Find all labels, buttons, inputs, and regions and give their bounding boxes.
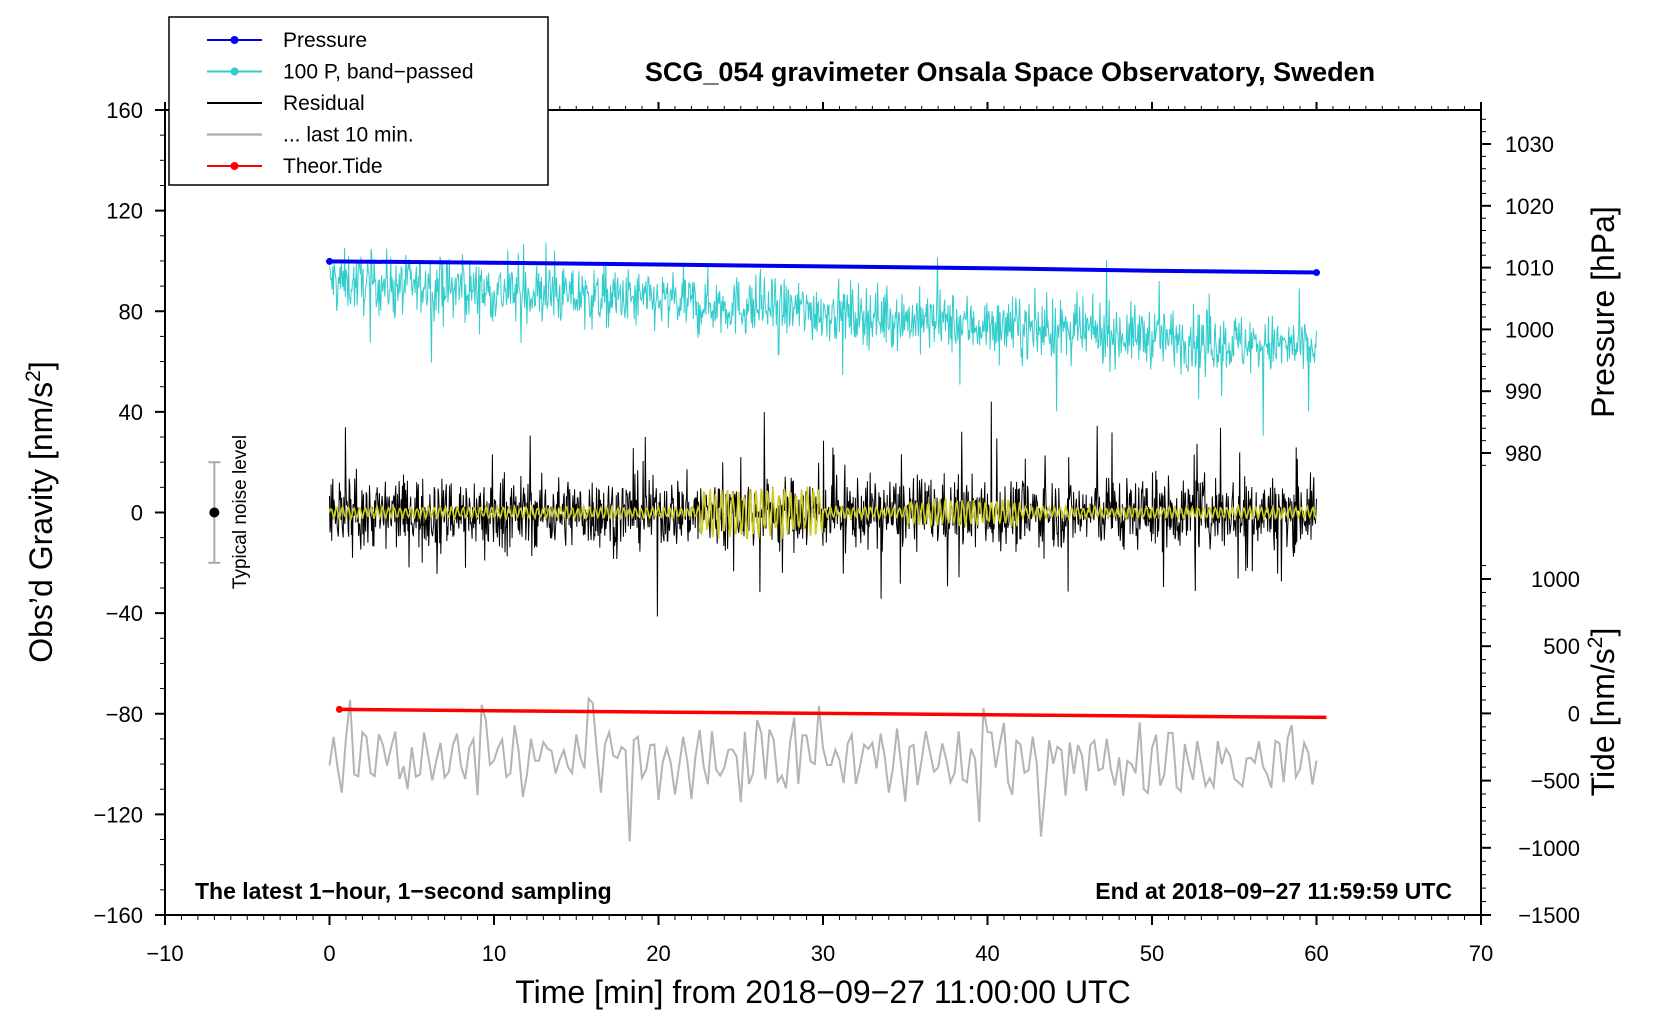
- series-theoretical-tide: [339, 707, 1327, 720]
- ticks-layer: −10 0 10 20 30 40 50 60 70−160−120−80−4004080120…: [93, 98, 1580, 966]
- series-band-passed-pressure: [329, 242, 1317, 436]
- y-tick-label: 80: [119, 299, 143, 324]
- legend-label: ... last 10 min.: [283, 124, 414, 147]
- annotation-sampling: The latest 1−hour, 1−second sampling: [195, 878, 612, 904]
- pressure-tick-label: 1030: [1505, 132, 1554, 157]
- noise-level-indicator: Typical noise level: [208, 435, 251, 589]
- y-tick-label: 160: [106, 98, 143, 123]
- pressure-tick-label: 1020: [1505, 194, 1554, 219]
- pressure-tick-label: 1010: [1505, 256, 1554, 281]
- legend-label: Pressure: [283, 29, 367, 52]
- legend-marker: [230, 36, 239, 44]
- series-filtered: [328, 486, 1318, 540]
- y-axis-title-gravity-close: ]: [23, 361, 59, 370]
- legend: Pressure 100 P, band−passed Residual ... la…: [168, 16, 549, 186]
- legend-marker: [230, 162, 239, 170]
- y-tick-label: −80: [106, 702, 143, 727]
- legend-label: 100 P, band−passed: [283, 61, 474, 84]
- y-axis-title-pressure: Pressure [hPa]: [1585, 206, 1621, 418]
- tide-tick-label: 500: [1543, 634, 1580, 659]
- series-pressure: [329, 259, 1317, 275]
- series-last-10-min: [328, 696, 1318, 842]
- pressure-marker-start: [326, 257, 333, 265]
- y-axis-title-tide-close: ]: [1585, 628, 1621, 637]
- y-tick-label: 120: [106, 199, 143, 224]
- tide-tick-label: −1500: [1518, 903, 1580, 928]
- legend-label: Residual: [283, 92, 365, 115]
- x-tick-label: 60: [1304, 941, 1328, 966]
- tide-marker-start: [335, 705, 343, 713]
- annotation-end-time: End at 2018−09−27 11:59:59 UTC: [1095, 878, 1452, 904]
- x-tick-label: 30: [811, 941, 835, 966]
- x-tick-label: 0: [323, 941, 335, 966]
- noise-level-dot: [209, 507, 220, 518]
- x-tick-label: 50: [1140, 941, 1164, 966]
- series-layer: [326, 242, 1327, 842]
- legend-marker: [230, 67, 239, 76]
- tide-tick-label: −1000: [1518, 836, 1580, 861]
- y-axis-title-gravity: Obs’d Gravity [nm/s2]: [22, 361, 59, 663]
- tide-tick-label: 1000: [1531, 567, 1580, 592]
- y-tick-label: −160: [93, 903, 143, 928]
- y-tick-label: 0: [131, 501, 143, 526]
- x-tick-label: 10: [482, 941, 506, 966]
- y-tick-label: −40: [106, 601, 143, 626]
- chart-title: SCG_054 gravimeter Onsala Space Observat…: [645, 57, 1375, 87]
- x-tick-label: 20: [646, 941, 670, 966]
- y-tick-label: −120: [93, 802, 143, 827]
- pressure-tick-label: 980: [1505, 441, 1542, 466]
- noise-level-label: Typical noise level: [230, 435, 251, 589]
- y-axis-title-gravity-main: Obs’d Gravity [nm/s: [23, 382, 59, 663]
- x-tick-label: 70: [1469, 941, 1493, 966]
- x-tick-label: −10: [146, 941, 183, 966]
- y-axis-title-tide-sup: 2: [1584, 637, 1607, 649]
- tide-tick-label: 0: [1568, 701, 1580, 726]
- y-axis-title-gravity-sup: 2: [22, 370, 45, 382]
- pressure-tick-label: 990: [1505, 379, 1542, 404]
- y-tick-label: 40: [119, 400, 143, 425]
- tide-tick-label: −500: [1530, 769, 1580, 794]
- legend-label: Theor.Tide: [283, 155, 383, 178]
- y-axis-title-tide-main: Tide [nm/s: [1585, 648, 1621, 796]
- y-axis-title-tide: Tide [nm/s2]: [1584, 628, 1621, 797]
- legend-box: [168, 16, 549, 186]
- x-axis-title: Time [min] from 2018−09−27 11:00:00 UTC: [515, 974, 1130, 1010]
- x-tick-label: 40: [975, 941, 999, 966]
- pressure-tick-label: 1000: [1505, 317, 1554, 342]
- pressure-marker-end: [1313, 269, 1320, 277]
